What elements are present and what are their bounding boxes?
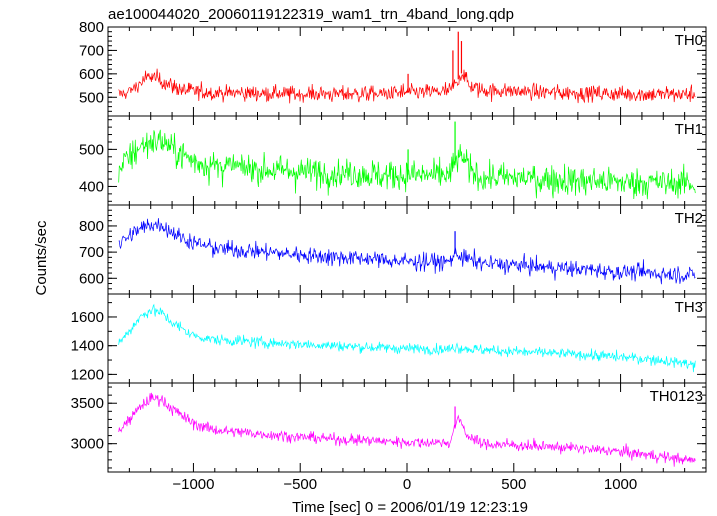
x-tick-label: −1000 (172, 476, 214, 493)
x-axis-label: Time [sec] 0 = 2006/01/19 12:23:19 (292, 499, 528, 516)
panel-frame (107, 115, 707, 206)
series-line-th3 (118, 303, 696, 373)
x-tick-label: 1000 (604, 476, 637, 493)
panel-th0: 500 600 700 800 TH0 (79, 19, 707, 117)
chart-title: ae100044020_20060119122319_wam1_trn_4ban… (108, 6, 514, 23)
y-tick-label: 700 (79, 244, 104, 261)
x-tick-label: 0 (403, 476, 411, 493)
x-tick-label: 500 (501, 476, 526, 493)
panel-label: TH3 (675, 299, 703, 316)
series-line-th0 (118, 68, 696, 104)
y-tick-label: 400 (79, 178, 104, 195)
y-tick-label: 500 (79, 141, 104, 158)
series-line-th2 (118, 218, 696, 285)
panel-th0123: 3000 3500 TH0123 (71, 382, 707, 473)
panel-label: TH2 (675, 210, 703, 227)
y-tick-label: 1400 (71, 338, 104, 355)
y-tick-label: 1200 (71, 366, 104, 383)
panel-th1: 400 500 TH1 (79, 115, 707, 206)
panel-frame (107, 293, 707, 384)
panel-th3: 1200 1400 1600 TH3 (71, 293, 707, 384)
series-line-th0123 (118, 392, 696, 467)
panel-label: TH1 (675, 121, 703, 138)
x-tick-label: −500 (283, 476, 317, 493)
panel-label: TH0123 (650, 388, 703, 405)
chart-panels: 500 600 700 800 TH0 400 500 TH1 600 700 800 TH2 1200… (71, 19, 707, 493)
y-tick-label: 800 (79, 19, 104, 36)
y-tick-label: 3000 (71, 436, 104, 453)
y-tick-label: 500 (79, 89, 104, 106)
panel-label: TH0 (675, 32, 703, 49)
y-tick-label: 800 (79, 218, 104, 235)
y-axis-label: Counts/sec (33, 220, 50, 296)
y-tick-label: 600 (79, 66, 104, 83)
y-tick-label: 600 (79, 270, 104, 287)
panel-frame (107, 204, 707, 295)
y-tick-label: 3500 (71, 395, 104, 412)
panel-th2: 600 700 800 TH2 (79, 204, 707, 295)
y-tick-label: 700 (79, 42, 104, 59)
panel-frame (107, 26, 707, 117)
series-line-th1 (118, 129, 696, 200)
y-tick-label: 1600 (71, 309, 104, 326)
